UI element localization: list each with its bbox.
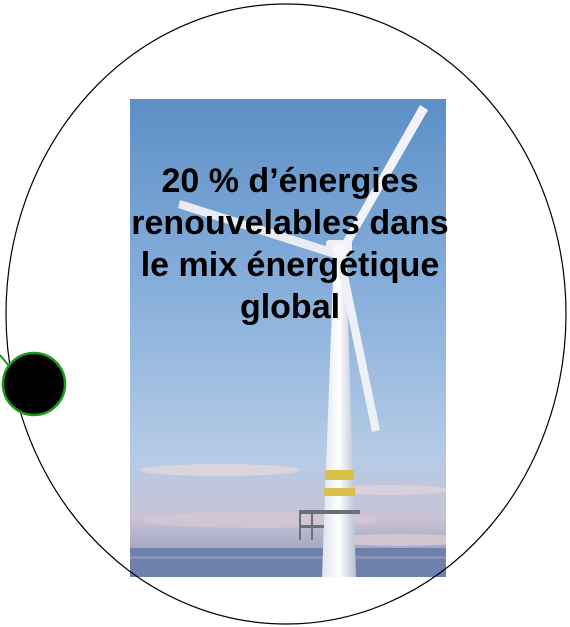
node-ellipse [5, 3, 567, 625]
connection-dot[interactable] [1, 351, 67, 417]
wind-turbine-photo [130, 99, 446, 577]
node-label: 20 % d’énergies renouvelables dans le mi… [131, 162, 449, 326]
